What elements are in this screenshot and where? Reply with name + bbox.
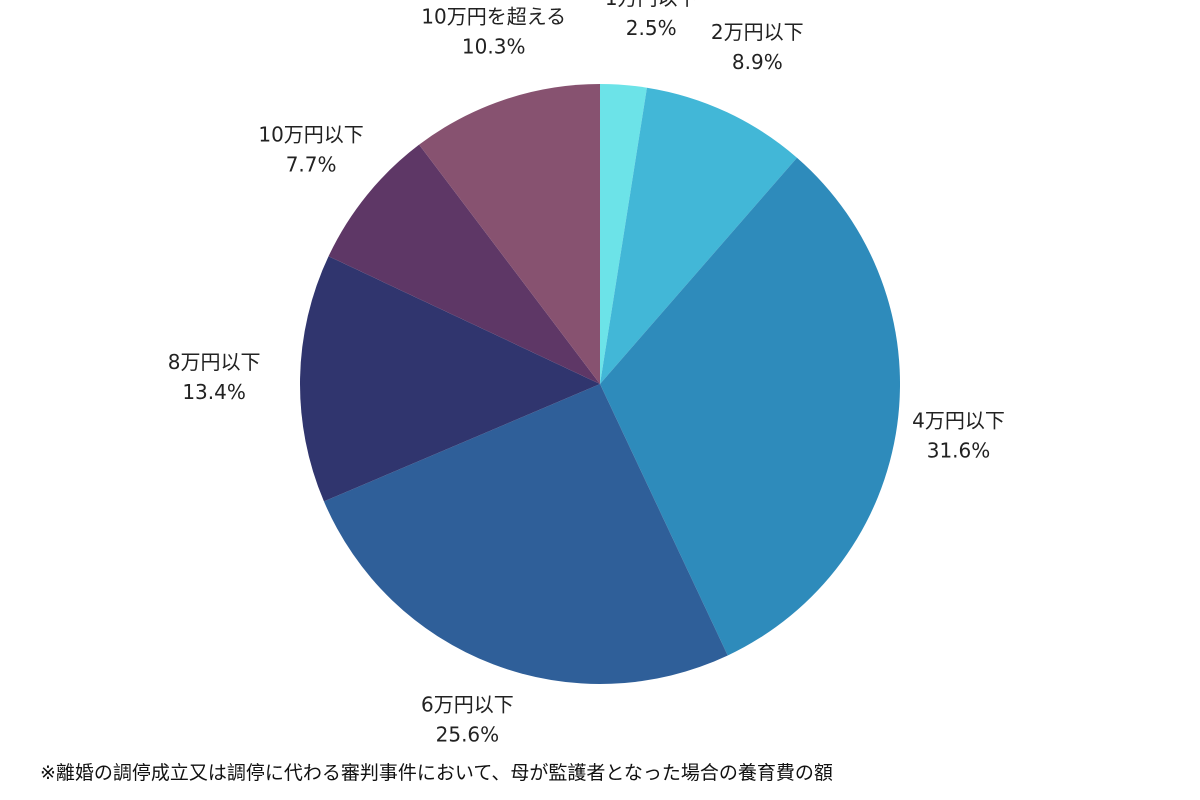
pie-slice (419, 84, 600, 384)
slice-category-label: 10万円を超える (421, 4, 566, 28)
pie-slice (600, 84, 647, 384)
slice-category-label: 1万円以下 (605, 0, 698, 10)
slice-value-label: 7.7% (286, 153, 337, 177)
pie-slices (300, 84, 901, 684)
pie-slice (300, 256, 600, 502)
pie-slice (323, 384, 728, 684)
slice-value-label: 13.4% (182, 380, 246, 404)
slice-value-label: 31.6% (927, 438, 991, 462)
slice-value-label: 25.6% (436, 723, 500, 747)
pie-slice (600, 87, 797, 384)
slice-value-label: 8.9% (732, 50, 783, 74)
slice-category-label: 10万円以下 (258, 123, 363, 147)
slice-category-label: 8万円以下 (168, 350, 261, 374)
slice-value-label: 2.5% (626, 16, 677, 40)
pie-slice (328, 144, 600, 384)
pie-labels: 1万円以下 2.5% 2万円以下 8.9% 4万円以下 31.6% 6万円以下 25.6% 8万… (168, 0, 1005, 747)
pie-slice (600, 157, 901, 656)
slice-value-label: 10.3% (462, 34, 526, 58)
slice-category-label: 6万円以下 (421, 693, 514, 717)
slice-category-label: 2万円以下 (711, 20, 804, 44)
slice-category-label: 4万円以下 (912, 408, 1005, 432)
footnote: ※離婚の調停成立又は調停に代わる審判事件において、母が監護者となった場合の養育費… (40, 762, 833, 784)
